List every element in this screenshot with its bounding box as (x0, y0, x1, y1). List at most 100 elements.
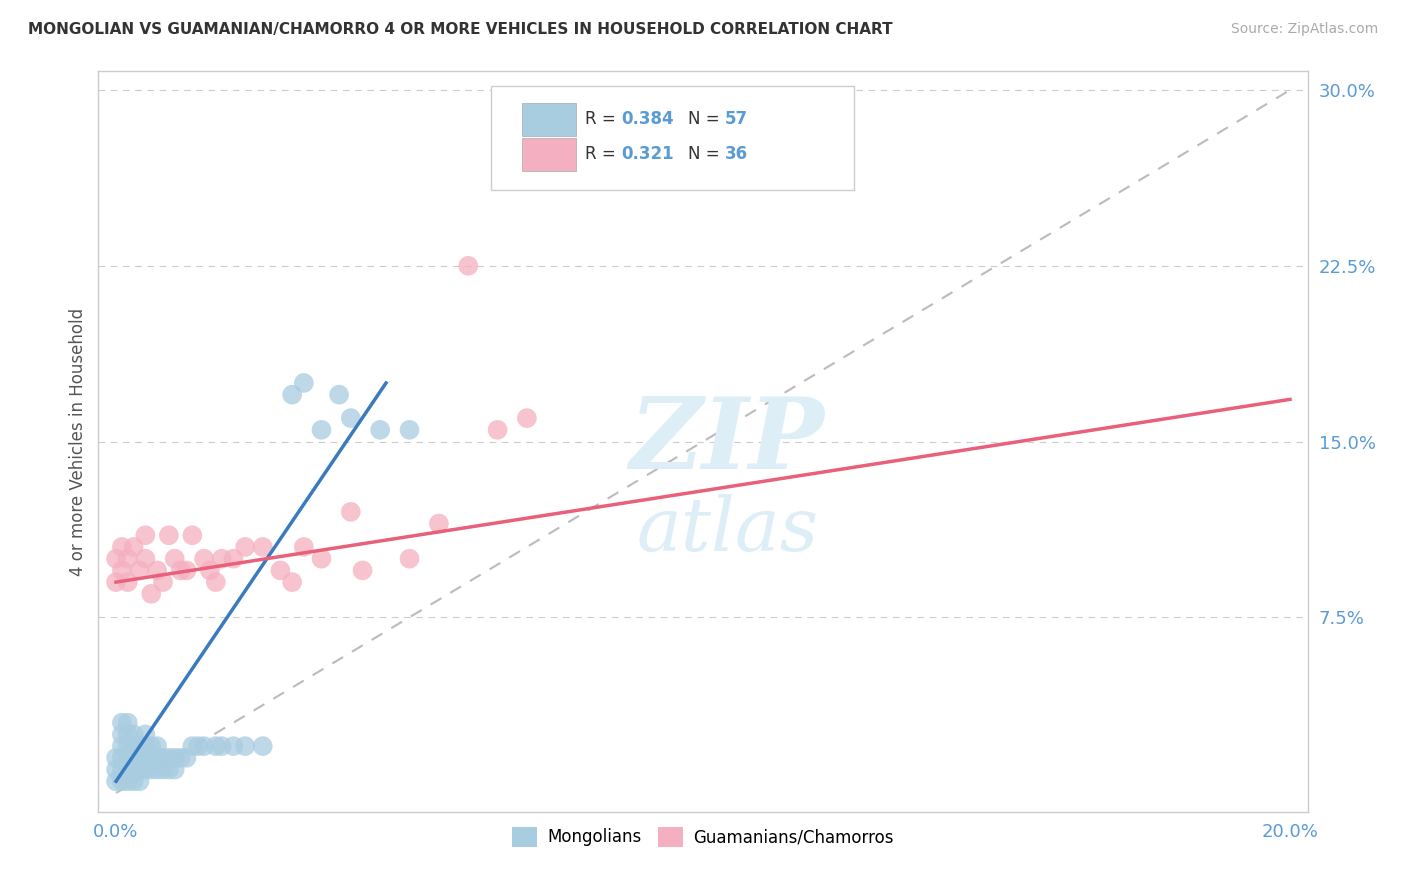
Point (486, 423, 509, 437)
Point (340, 411, 363, 425)
Point (169, 751, 191, 765)
Point (128, 774, 150, 789)
Point (211, 551, 233, 566)
Point (281, 575, 304, 590)
Point (122, 774, 145, 789)
Y-axis label: 4 or more Vehicles in Household: 4 or more Vehicles in Household (69, 308, 87, 575)
Point (204, 739, 226, 753)
Point (105, 751, 128, 765)
Point (134, 528, 156, 542)
Point (157, 528, 180, 542)
Point (134, 551, 156, 566)
Point (111, 715, 134, 730)
Point (105, 575, 128, 590)
Point (269, 563, 291, 577)
Point (163, 551, 186, 566)
Point (122, 540, 145, 554)
Point (222, 551, 245, 566)
Point (141, 739, 163, 753)
Point (187, 739, 209, 753)
Point (141, 751, 163, 765)
Point (176, 751, 198, 765)
Point (292, 540, 315, 554)
Point (340, 505, 363, 519)
Point (111, 739, 134, 753)
Point (193, 739, 215, 753)
Point (152, 763, 174, 777)
Point (134, 751, 156, 765)
Point (141, 587, 163, 601)
Point (117, 727, 139, 741)
Text: N =: N = (689, 111, 725, 128)
Point (204, 575, 226, 590)
Point (111, 751, 134, 765)
Text: 57: 57 (724, 111, 748, 128)
Point (328, 387, 350, 401)
FancyBboxPatch shape (492, 87, 855, 190)
Point (134, 727, 156, 741)
Point (128, 739, 150, 753)
Point (252, 739, 274, 753)
Legend: Mongolians, Guamanians/Chamorros: Mongolians, Guamanians/Chamorros (503, 818, 903, 855)
Point (122, 751, 145, 765)
Point (117, 739, 139, 753)
Point (163, 763, 186, 777)
Point (457, 259, 479, 273)
Text: N =: N = (689, 145, 725, 163)
Point (352, 563, 374, 577)
Point (117, 575, 139, 590)
Text: 0.384: 0.384 (621, 111, 673, 128)
Point (152, 575, 174, 590)
Point (292, 376, 315, 390)
Point (398, 423, 420, 437)
Point (146, 739, 169, 753)
Text: R =: R = (585, 145, 620, 163)
Point (111, 727, 134, 741)
Text: R =: R = (585, 111, 620, 128)
Point (122, 739, 145, 753)
Point (122, 763, 145, 777)
Point (122, 727, 145, 741)
Point (311, 423, 333, 437)
Point (233, 540, 256, 554)
Point (128, 763, 150, 777)
Point (181, 739, 204, 753)
Point (111, 540, 134, 554)
Point (516, 411, 538, 425)
Point (117, 551, 139, 566)
FancyBboxPatch shape (522, 137, 576, 171)
Point (117, 774, 139, 789)
Point (105, 551, 128, 566)
Point (311, 551, 333, 566)
Point (134, 739, 156, 753)
Point (105, 763, 128, 777)
Point (163, 751, 186, 765)
Text: ZIP: ZIP (630, 393, 825, 490)
Point (111, 563, 134, 577)
Point (128, 751, 150, 765)
Point (146, 763, 169, 777)
Text: atlas: atlas (636, 494, 818, 566)
Point (146, 563, 169, 577)
Point (211, 739, 233, 753)
Text: 0.321: 0.321 (621, 145, 673, 163)
Point (134, 763, 156, 777)
Point (368, 423, 391, 437)
Point (111, 763, 134, 777)
Point (146, 751, 169, 765)
FancyBboxPatch shape (522, 103, 576, 136)
Point (176, 563, 198, 577)
Point (157, 751, 180, 765)
Point (152, 751, 174, 765)
Point (198, 563, 221, 577)
Point (281, 387, 304, 401)
Point (128, 563, 150, 577)
Point (117, 751, 139, 765)
Point (181, 528, 204, 542)
Text: MONGOLIAN VS GUAMANIAN/CHAMORRO 4 OR MORE VEHICLES IN HOUSEHOLD CORRELATION CHAR: MONGOLIAN VS GUAMANIAN/CHAMORRO 4 OR MOR… (28, 22, 893, 37)
Point (117, 763, 139, 777)
Point (233, 739, 256, 753)
Point (193, 551, 215, 566)
Point (141, 763, 163, 777)
Point (169, 563, 191, 577)
